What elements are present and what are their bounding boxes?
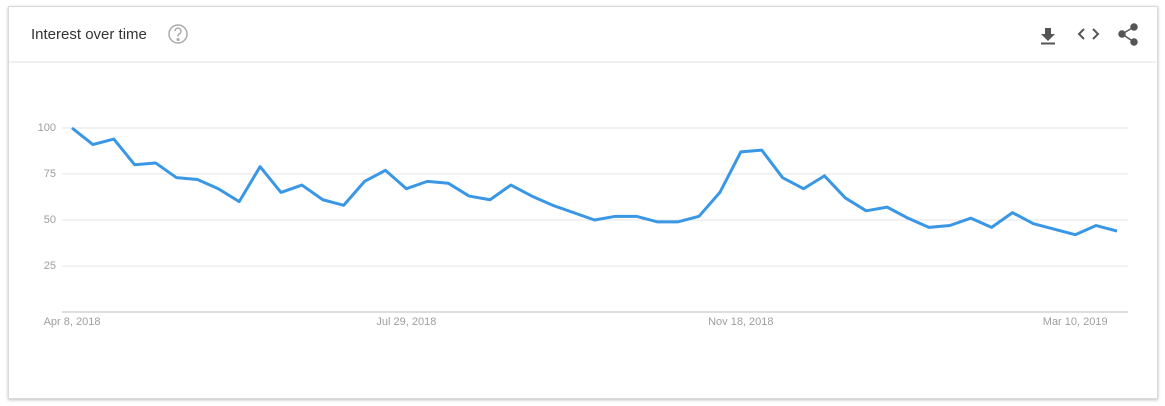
line <box>71 126 1118 237</box>
x-tick-label: Jul 29, 2018 <box>376 316 436 328</box>
x-tick-label: Nov 18, 2018 <box>708 316 773 328</box>
chart-title: Interest over time <box>31 26 147 43</box>
download-icon[interactable] <box>1041 28 1055 45</box>
card <box>8 6 1158 399</box>
help-icon[interactable] <box>168 24 188 44</box>
y-tick-label: 100 <box>38 122 56 134</box>
y-tick-label: 50 <box>44 214 56 226</box>
y-tick-label: 25 <box>44 260 56 272</box>
embed-icon[interactable] <box>1077 28 1100 40</box>
y-tick-label: 75 <box>44 168 56 180</box>
x-tick-label: Apr 8, 2018 <box>44 316 101 328</box>
x-tick-label: Mar 10, 2019 <box>1043 316 1108 328</box>
share-icon[interactable] <box>1118 23 1138 46</box>
